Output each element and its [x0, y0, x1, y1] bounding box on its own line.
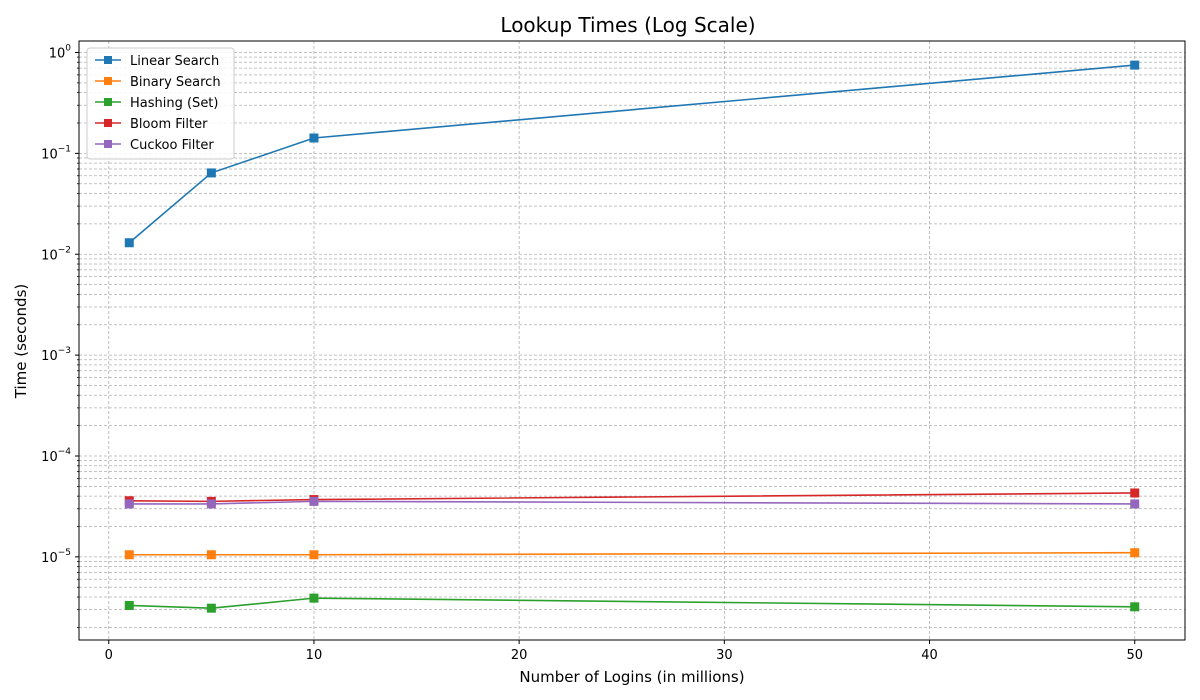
data-point — [309, 496, 319, 506]
legend-marker — [104, 140, 112, 148]
legend-item: Cuckoo Filter — [95, 138, 214, 153]
y-tick-label: 10−1 — [41, 144, 71, 162]
data-point — [1130, 602, 1140, 612]
data-point — [1130, 488, 1140, 498]
legend: Linear Search Binary Search Hashing (Set) B… — [86, 47, 235, 160]
legend-marker — [104, 77, 112, 85]
data-point — [309, 593, 319, 603]
data-point — [1130, 548, 1140, 558]
x-tick-label: 50 — [1126, 648, 1143, 663]
legend-label: Hashing (Set) — [130, 96, 218, 111]
series-line — [129, 551, 1135, 556]
legend-marker — [104, 56, 112, 64]
data-point — [124, 238, 134, 248]
data-point — [1130, 60, 1140, 70]
legend-item: Binary Search — [95, 75, 221, 90]
legend-label: Bloom Filter — [130, 117, 208, 132]
legend-label: Binary Search — [130, 75, 221, 90]
data-point — [206, 603, 216, 613]
data-point — [309, 550, 319, 560]
chart-title: Lookup Times (Log Scale) — [500, 13, 755, 37]
series-2 — [124, 593, 1140, 613]
y-axis: 10−5 10−4 10−3 10−2 10−1 100 — [41, 43, 79, 628]
x-axis-label: Number of Logins (in millions) — [519, 668, 744, 686]
y-tick-label: 10−2 — [41, 245, 71, 263]
series-4 — [124, 496, 1140, 509]
series-line — [129, 492, 1135, 503]
x-tick-label: 20 — [511, 648, 528, 663]
series-line — [128, 64, 1135, 244]
series-layer — [124, 60, 1140, 613]
x-tick-label: 10 — [306, 648, 323, 663]
data-point — [309, 133, 319, 143]
data-point — [1130, 499, 1140, 509]
y-tick-label: 100 — [49, 43, 72, 61]
x-tick-label: 0 — [105, 648, 113, 663]
data-point — [206, 550, 216, 560]
y-axis-label: Time (seconds) — [12, 284, 30, 400]
legend-label: Cuckoo Filter — [130, 138, 214, 153]
series-line — [129, 597, 1135, 609]
series-1 — [124, 548, 1140, 560]
data-point — [206, 168, 216, 178]
y-tick-label: 10−4 — [41, 447, 71, 465]
data-point — [206, 499, 216, 509]
legend-item: Bloom Filter — [95, 117, 208, 132]
legend-box — [86, 47, 235, 160]
legend-item: Linear Search — [95, 54, 219, 69]
y-tick-label: 10−5 — [41, 548, 71, 566]
data-point — [124, 499, 134, 509]
y-tick-label: 10−3 — [41, 346, 71, 364]
x-tick-label: 30 — [716, 648, 733, 663]
x-axis: 0 10 20 30 40 50 — [105, 640, 1143, 663]
grid — [79, 41, 1185, 640]
legend-item: Hashing (Set) — [95, 96, 218, 111]
legend-marker — [104, 119, 112, 127]
x-tick-label: 40 — [921, 648, 938, 663]
series-line — [129, 500, 1135, 505]
legend-marker — [104, 98, 112, 106]
plot-frame — [78, 40, 1186, 641]
data-point — [124, 550, 134, 560]
legend-label: Linear Search — [130, 54, 219, 69]
series-0 — [124, 60, 1140, 248]
data-point — [124, 600, 134, 610]
